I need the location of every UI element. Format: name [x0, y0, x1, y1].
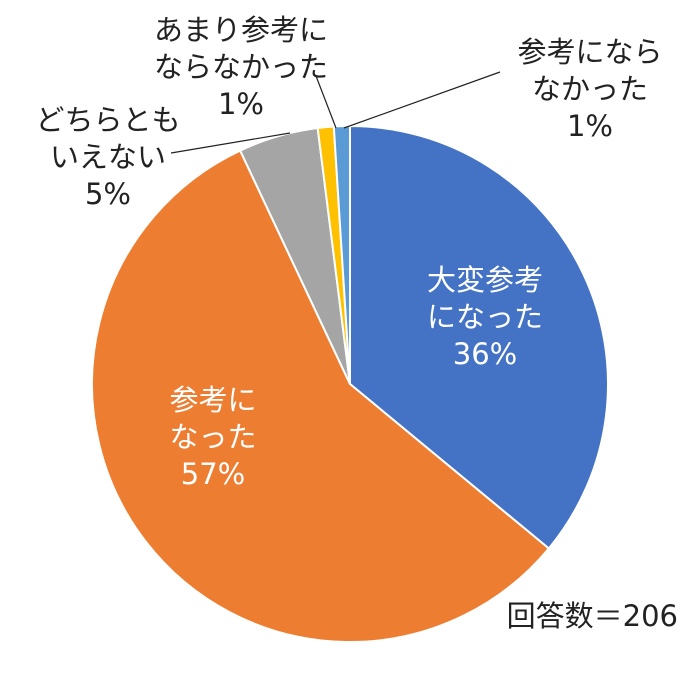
slice-label-4: あまり参考にならなかった 1%	[154, 13, 328, 121]
slice-label-3-line-1: どちらとも	[35, 103, 180, 137]
slice-label-5-line-3: 1%	[567, 109, 613, 143]
slice-label-2-line-2: なった	[169, 420, 256, 454]
response-count-note: 回答数＝206	[506, 599, 678, 633]
slice-labels: 大変参考になった 36%参考になった 57%どちらともいえない 5%あまり参考にならな…	[35, 13, 662, 491]
slice-label-5-line-1: 参考になら	[517, 35, 662, 69]
slice-label-1-line-1: 大変参考	[427, 263, 543, 297]
slice-label-5: 参考にならなかった 1%	[517, 35, 662, 143]
slice-label-3-line-2: いえない	[50, 140, 166, 174]
slice-label-1-line-2: になった	[427, 300, 543, 334]
pie-slice-2	[91, 149, 551, 643]
slice-label-3-line-3: 5%	[85, 177, 131, 211]
slice-label-2-line-3: 57%	[181, 457, 245, 491]
slice-label-1-line-3: 36%	[453, 337, 517, 371]
slice-label-1: 大変参考になった 36%	[427, 263, 543, 371]
slice-label-4-line-2: ならなかった	[154, 50, 328, 84]
slice-label-5-line-2: なかった	[532, 72, 648, 106]
slice-label-4-line-1: あまり参考に	[154, 13, 328, 47]
slice-label-4-line-3: 1%	[218, 87, 264, 121]
leader-lines	[170, 71, 501, 154]
leader-line-3	[170, 132, 291, 154]
slice-label-2: 参考になった 57%	[169, 383, 256, 491]
pie-slices	[91, 124, 609, 643]
slice-label-2-line-1: 参考に	[169, 383, 256, 417]
leader-line-4	[315, 75, 337, 129]
pie-slice-1	[349, 124, 609, 550]
leader-line-5	[343, 71, 501, 129]
slice-label-3: どちらともいえない 5%	[35, 103, 180, 211]
